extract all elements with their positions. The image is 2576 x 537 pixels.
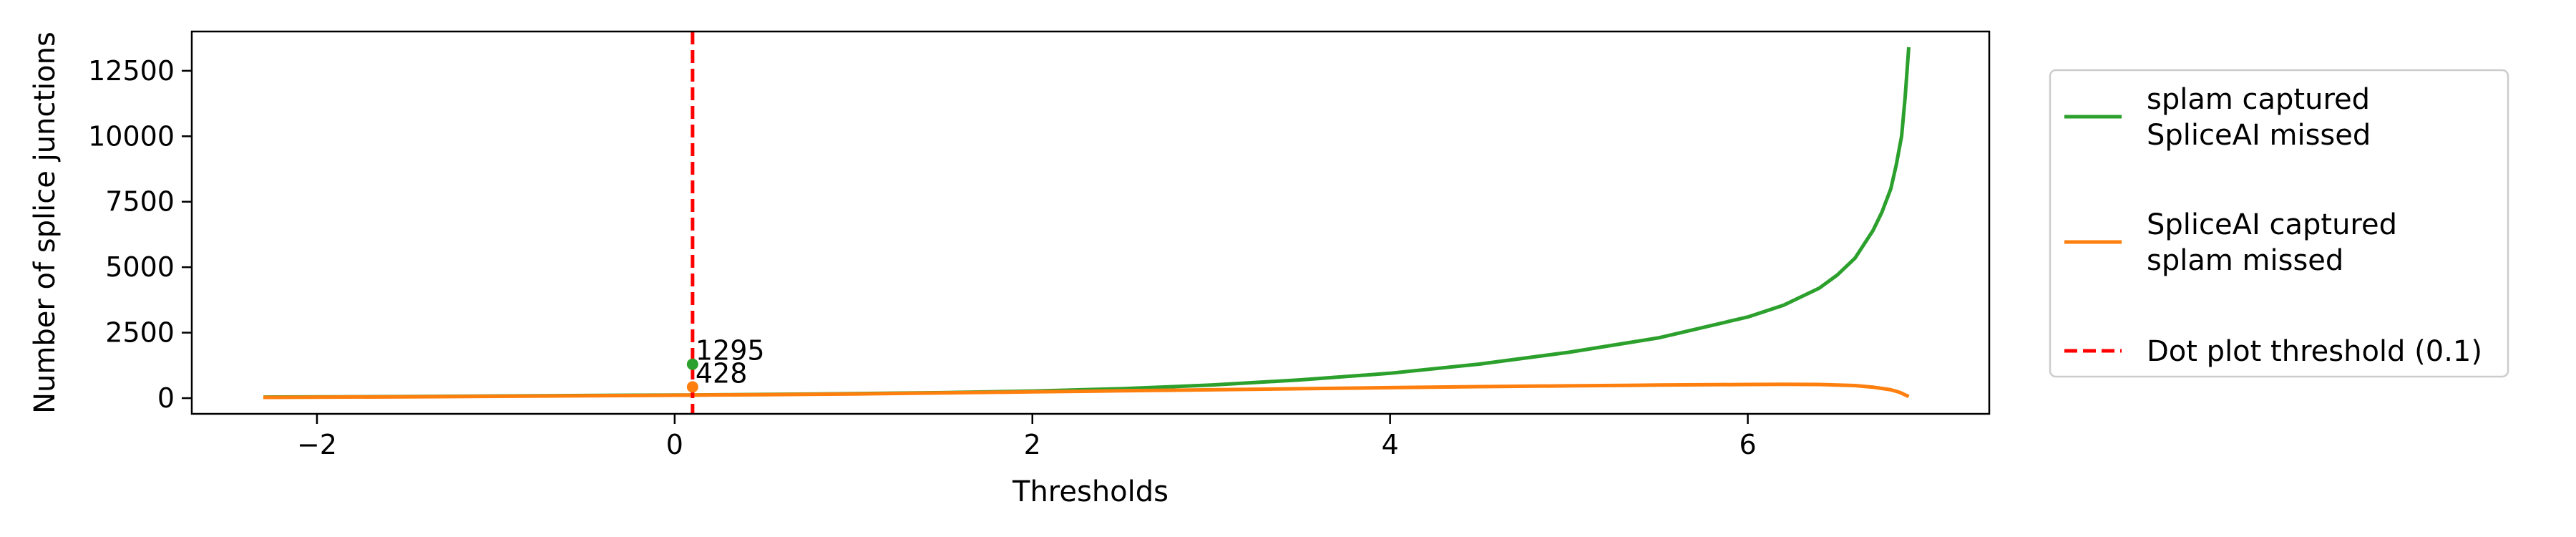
annotation-point-0: [686, 358, 698, 370]
x-tick-label: 6: [1739, 429, 1756, 460]
x-tick-label: 0: [666, 429, 683, 460]
legend-label-2: Dot plot threshold (0.1): [2147, 335, 2482, 368]
y-tick-label: 5000: [105, 251, 175, 283]
y-tick-label: 10000: [88, 120, 175, 152]
y-tick-label: 12500: [88, 55, 175, 87]
annotation-label-1: 428: [696, 357, 748, 389]
x-tick-label: 4: [1382, 429, 1399, 460]
y-tick-label: 2500: [105, 317, 175, 349]
series-line-1: [263, 382, 1910, 400]
y-tick-label: 0: [157, 382, 175, 414]
series-line-0: [263, 47, 1911, 400]
x-axis: −2 0 2 4 6: [297, 414, 1757, 460]
annotation-label-0: 1295: [696, 335, 765, 367]
x-axis-title: Thresholds: [1012, 475, 1169, 508]
plot-frame: [190, 30, 1991, 415]
series-layer: [263, 47, 1911, 400]
x-tick-label: 2: [1024, 429, 1041, 460]
legend-label-1: SpliceAI captured splam missed: [2147, 208, 2397, 277]
legend-frame: [2049, 69, 2509, 378]
y-axis-title: Number of splice junctions: [29, 32, 62, 414]
legend: splam captured SpliceAI missed SpliceAI ca…: [2049, 69, 2509, 378]
x-tick-label: −2: [297, 429, 337, 460]
annotation-point-1: [686, 381, 698, 393]
y-tick-label: 7500: [105, 186, 175, 218]
y-axis: 0 2500 5000 7500 10000 12500: [88, 55, 192, 414]
legend-label-0: splam captured SpliceAI missed: [2147, 83, 2371, 152]
